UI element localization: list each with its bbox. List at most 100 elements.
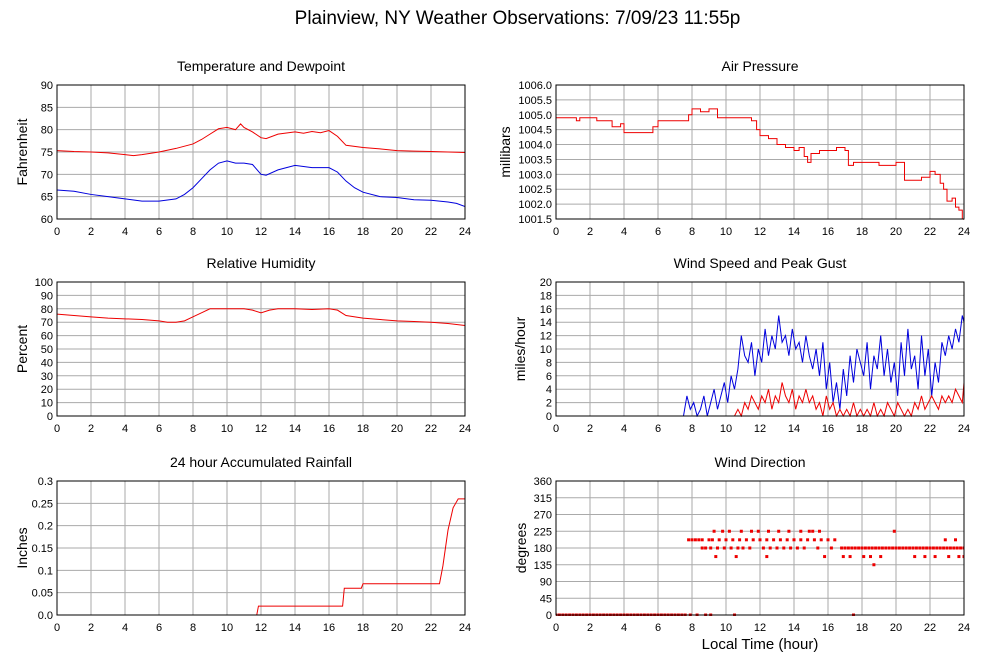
data-point (727, 529, 731, 533)
data-point (799, 529, 803, 533)
x-tick-label: 24 (459, 423, 471, 435)
x-tick-label: 0 (54, 423, 60, 435)
x-tick-label: 22 (425, 423, 437, 435)
series-line (57, 160, 465, 207)
data-point (901, 546, 905, 550)
y-tick-label: 40 (41, 357, 53, 369)
data-point (938, 546, 942, 550)
x-tick-label: 2 (587, 622, 593, 634)
data-point (722, 546, 726, 550)
plot-frame (555, 84, 965, 220)
data-point (792, 538, 796, 542)
x-tick-label: 24 (459, 226, 471, 238)
x-tick-label: 18 (357, 226, 369, 238)
x-tick-label: 6 (156, 423, 162, 435)
y-tick-label: 0.3 (38, 476, 53, 488)
x-tick-label: 18 (856, 622, 868, 634)
x-tick-label: 24 (958, 423, 970, 435)
data-point (850, 546, 854, 550)
data-point (843, 546, 847, 550)
x-tick-label: 2 (88, 622, 94, 634)
x-tick-label: 8 (689, 622, 695, 634)
data-point (785, 538, 789, 542)
x-tick-label: 0 (553, 622, 559, 634)
y-tick-label: 70 (41, 169, 53, 181)
data-point (870, 546, 874, 550)
series-line (57, 498, 465, 616)
y-tick-label: 90 (41, 80, 53, 92)
series-line (57, 308, 465, 327)
data-point (872, 563, 876, 567)
x-tick-label: 24 (958, 226, 970, 238)
data-point (767, 529, 770, 533)
data-point (945, 546, 949, 550)
page-title: Plainview, NY Weather Observations: 7/09… (294, 8, 741, 29)
data-point (693, 538, 697, 542)
data-point (833, 538, 837, 542)
x-tick-label: 24 (459, 622, 471, 634)
x-tick-label: 22 (425, 622, 437, 634)
x-tick-label: 16 (323, 226, 335, 238)
data-point (826, 538, 830, 542)
x-tick-label: 0 (553, 423, 559, 435)
chart-title: Air Pressure (721, 58, 798, 74)
x-tick-label: 2 (88, 423, 94, 435)
y-tick-label: 0.1 (38, 565, 53, 577)
data-point (748, 546, 752, 550)
plot-frame (56, 480, 466, 616)
y-tick-label: 18 (540, 290, 552, 302)
y-axis-label: Inches (14, 527, 30, 568)
data-point (739, 529, 743, 533)
data-point (714, 555, 718, 559)
data-point (789, 546, 793, 550)
y-tick-label: 1003.0 (518, 169, 552, 181)
x-tick-label: 4 (621, 226, 627, 238)
x-tick-label: 14 (788, 226, 800, 238)
y-tick-label: 225 (534, 526, 552, 538)
plot-frame (555, 281, 965, 417)
y-tick-label: 0 (47, 411, 53, 423)
x-tick-label: 6 (156, 622, 162, 634)
y-tick-label: 85 (41, 102, 53, 114)
y-tick-label: 2 (546, 398, 552, 410)
data-point (738, 538, 742, 542)
y-tick-label: 45 (540, 593, 552, 605)
y-tick-label: 0.25 (32, 498, 53, 510)
x-tick-label: 18 (357, 423, 369, 435)
data-point (710, 538, 714, 542)
y-tick-label: 0 (546, 411, 552, 423)
y-tick-label: 360 (534, 476, 552, 488)
data-point (846, 546, 850, 550)
data-point (914, 546, 918, 550)
data-point (795, 546, 799, 550)
data-point (880, 546, 884, 550)
x-tick-label: 6 (655, 622, 661, 634)
x-tick-label: 12 (255, 423, 267, 435)
x-tick-label: 22 (425, 226, 437, 238)
data-point (948, 546, 952, 550)
data-point (841, 555, 845, 559)
data-point (908, 546, 912, 550)
data-point (962, 555, 964, 559)
y-tick-label: 20 (41, 384, 53, 396)
y-tick-label: 80 (41, 304, 53, 316)
data-point (853, 546, 857, 550)
x-tick-label: 10 (221, 226, 233, 238)
y-tick-label: 4 (546, 384, 552, 396)
data-point (857, 546, 861, 550)
y-tick-label: 75 (41, 147, 53, 159)
chart-title: Relative Humidity (207, 255, 316, 271)
y-tick-label: 1001.5 (518, 214, 552, 226)
y-tick-label: 0.05 (32, 588, 53, 600)
data-point (690, 538, 694, 542)
x-tick-label: 2 (587, 423, 593, 435)
y-tick-label: 8 (546, 357, 552, 369)
x-tick-label: 8 (190, 423, 196, 435)
x-tick-label: 6 (156, 226, 162, 238)
x-tick-label: 16 (822, 226, 834, 238)
x-tick-label: 20 (890, 622, 902, 634)
